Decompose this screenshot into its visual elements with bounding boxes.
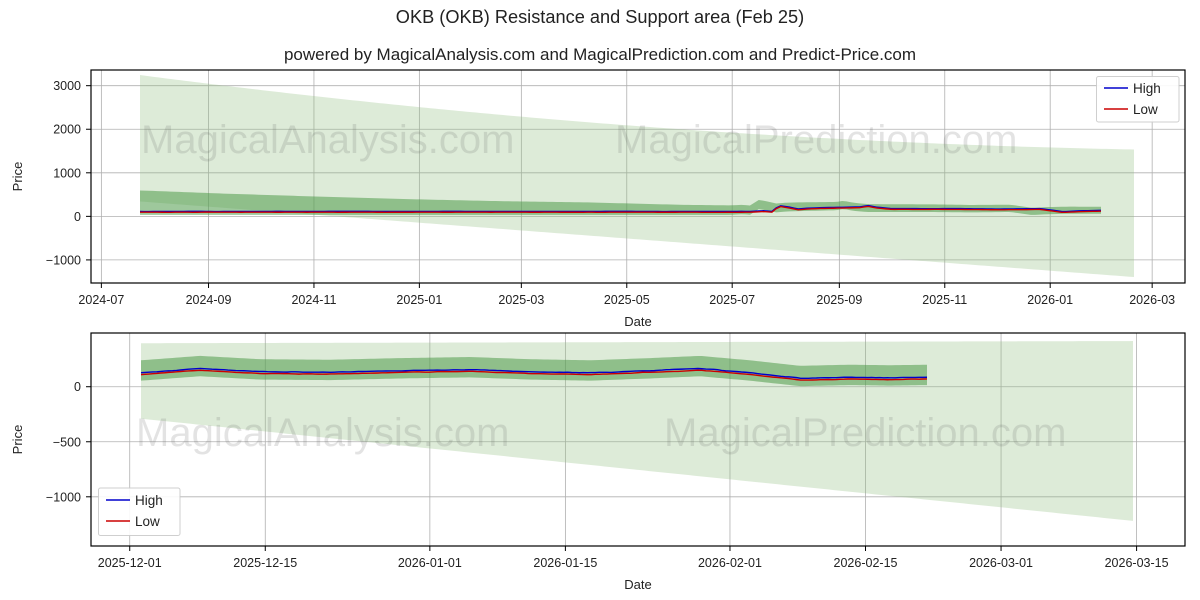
svg-text:MagicalPrediction.com: MagicalPrediction.com [664,411,1066,455]
svg-text:0: 0 [74,210,81,224]
svg-text:2025-11: 2025-11 [922,293,967,307]
svg-text:High: High [1133,81,1161,96]
svg-text:2026-01: 2026-01 [1027,293,1073,307]
svg-text:Low: Low [135,514,160,529]
svg-text:OKB (OKB) Resistance and Suppo: OKB (OKB) Resistance and Support area (F… [396,7,804,27]
svg-text:powered by MagicalAnalysis.com: powered by MagicalAnalysis.com and Magic… [284,45,916,64]
svg-text:2026-03: 2026-03 [1129,293,1175,307]
svg-text:2024-07: 2024-07 [78,293,124,307]
svg-text:Date: Date [624,577,651,592]
svg-text:MagicalPrediction.com: MagicalPrediction.com [615,118,1017,162]
svg-text:2025-05: 2025-05 [604,293,650,307]
svg-text:2025-07: 2025-07 [709,293,755,307]
svg-text:1000: 1000 [53,166,81,180]
svg-text:3000: 3000 [53,79,81,93]
svg-text:2026-03-15: 2026-03-15 [1105,556,1169,570]
svg-text:2025-12-15: 2025-12-15 [233,556,297,570]
svg-text:2025-12-01: 2025-12-01 [98,556,162,570]
svg-text:0: 0 [74,380,81,394]
svg-text:Low: Low [1133,102,1158,117]
svg-text:−1000: −1000 [46,490,81,504]
svg-text:−500: −500 [53,435,81,449]
svg-text:MagicalAnalysis.com: MagicalAnalysis.com [141,118,514,162]
svg-text:MagicalAnalysis.com: MagicalAnalysis.com [136,411,509,455]
svg-text:2024-11: 2024-11 [291,293,336,307]
svg-text:Date: Date [624,314,651,329]
svg-text:2024-09: 2024-09 [186,293,232,307]
svg-text:2000: 2000 [53,123,81,137]
svg-text:2025-09: 2025-09 [816,293,862,307]
svg-text:2026-01-01: 2026-01-01 [398,556,462,570]
svg-text:High: High [135,493,163,508]
svg-text:2026-02-01: 2026-02-01 [698,556,762,570]
svg-text:Price: Price [10,425,25,455]
svg-text:2026-02-15: 2026-02-15 [834,556,898,570]
svg-text:−1000: −1000 [46,253,81,267]
svg-text:2025-01: 2025-01 [396,293,442,307]
svg-text:Price: Price [10,162,25,192]
svg-text:2026-03-01: 2026-03-01 [969,556,1033,570]
svg-text:2025-03: 2025-03 [498,293,544,307]
svg-text:2026-01-15: 2026-01-15 [533,556,597,570]
